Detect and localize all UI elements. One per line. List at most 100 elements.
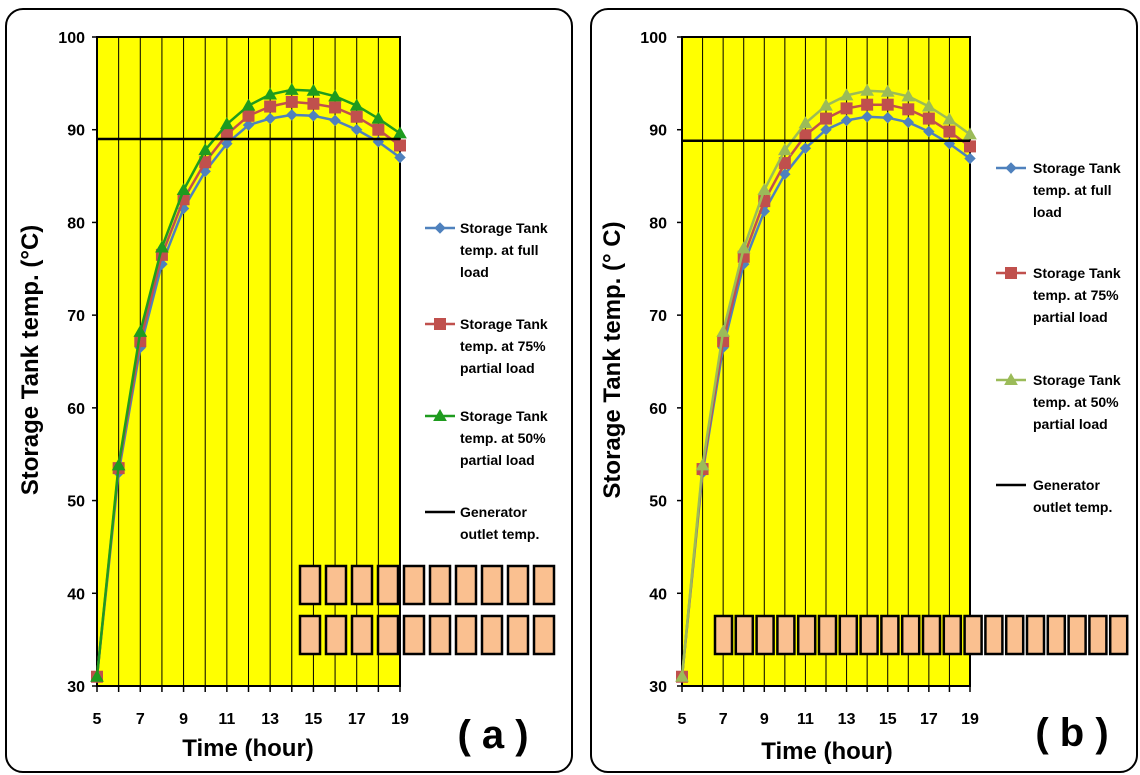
data-point <box>285 95 298 108</box>
decorative-block <box>298 564 322 606</box>
data-point <box>350 110 363 123</box>
data-point <box>329 114 341 127</box>
x-tick-label: 11 <box>797 711 814 728</box>
legend-label: Generator <box>460 504 527 520</box>
data-point <box>820 124 832 136</box>
y-tick-label: 30 <box>67 679 85 696</box>
data-point <box>923 125 935 138</box>
decorative-block <box>921 614 942 656</box>
y-tick-label: 50 <box>67 494 85 511</box>
decorative-block <box>402 564 426 606</box>
data-point <box>264 100 277 113</box>
decorative-block <box>376 564 400 606</box>
y-axis-title: Storage Tank temp. (° C) <box>599 221 626 498</box>
data-point <box>349 98 364 111</box>
legend-swatch-marker <box>433 408 447 421</box>
x-tick-label: 11 <box>218 711 235 728</box>
decorative-block <box>506 614 530 656</box>
decorative-block <box>776 614 796 656</box>
data-point <box>880 84 895 97</box>
legend-label: Storage Tank <box>1033 160 1121 176</box>
x-axis-title: Time (hour) <box>182 735 314 762</box>
decorative-block <box>324 564 348 606</box>
decorative-block <box>532 614 556 656</box>
legend-label: partial load <box>460 360 535 376</box>
legend-label: outlet temp. <box>460 526 539 542</box>
data-point <box>394 139 406 152</box>
decorative-block <box>350 564 374 606</box>
data-point <box>799 129 812 142</box>
decorative-block <box>1025 614 1046 656</box>
x-tick-label: 7 <box>136 711 145 728</box>
legend-label: temp. at 75% <box>1033 287 1119 303</box>
data-point <box>860 83 875 96</box>
panel-label: ( a ) <box>457 713 528 757</box>
data-point <box>964 152 976 165</box>
data-point <box>736 241 751 254</box>
data-point <box>779 168 791 180</box>
data-point <box>839 88 854 101</box>
y-tick-label: 70 <box>649 308 667 325</box>
decorative-block <box>1108 614 1129 656</box>
decorative-block <box>900 614 921 656</box>
legend-label: Storage Tank <box>1033 372 1121 388</box>
data-point <box>284 82 299 95</box>
data-point <box>306 83 321 96</box>
legend-label: partial load <box>1033 416 1108 432</box>
data-point <box>757 182 772 195</box>
data-point <box>921 99 936 112</box>
x-tick-label: 19 <box>961 711 979 728</box>
data-point <box>695 458 710 471</box>
legend-label: temp. at 50% <box>1033 394 1119 410</box>
data-point <box>219 117 234 130</box>
data-point <box>758 195 771 208</box>
data-point <box>819 98 833 111</box>
legend-label: load <box>1033 204 1062 220</box>
x-tick-label: 9 <box>760 711 769 728</box>
decorative-block <box>428 614 452 656</box>
data-point <box>111 458 126 471</box>
data-point <box>176 182 191 195</box>
data-point <box>799 142 812 154</box>
data-point <box>307 110 320 122</box>
data-point <box>716 324 731 337</box>
decorative-block <box>402 614 426 656</box>
x-tick-label: 19 <box>391 711 409 728</box>
y-tick-label: 30 <box>649 679 667 696</box>
legend-label: temp. at 75% <box>460 338 546 354</box>
x-tick-label: 17 <box>920 711 938 728</box>
decorative-block <box>963 614 983 656</box>
legend-label: Storage Tank <box>460 316 548 332</box>
decorative-block <box>298 614 322 656</box>
decorative-block <box>506 564 530 606</box>
decorative-block <box>324 614 348 656</box>
legend-label: temp. at full <box>460 242 539 258</box>
data-point <box>943 125 956 138</box>
decorative-block <box>480 564 504 606</box>
legend-label: partial load <box>1033 309 1108 325</box>
data-point <box>90 669 104 682</box>
decorative-block <box>942 614 963 656</box>
y-tick-label: 40 <box>67 586 85 603</box>
data-point <box>198 143 213 156</box>
legend-swatch-marker <box>434 318 446 330</box>
data-point <box>675 669 689 682</box>
data-point <box>241 98 256 111</box>
data-point <box>964 140 976 153</box>
y-tick-label: 60 <box>67 401 85 418</box>
y-tick-label: 40 <box>649 586 667 603</box>
y-axis-title: Storage Tank temp. (°C) <box>17 225 44 496</box>
legend-label: Storage Tank <box>460 408 548 424</box>
data-point <box>242 109 255 122</box>
y-tick-label: 100 <box>58 30 85 47</box>
y-tick-label: 60 <box>649 401 667 418</box>
y-tick-label: 90 <box>67 123 85 140</box>
data-point <box>307 97 320 110</box>
decorative-block <box>454 564 478 606</box>
data-point <box>133 324 148 337</box>
data-point <box>942 112 957 125</box>
panel-label: ( b ) <box>1035 711 1108 755</box>
decorative-block <box>350 614 374 656</box>
data-point <box>881 98 894 111</box>
